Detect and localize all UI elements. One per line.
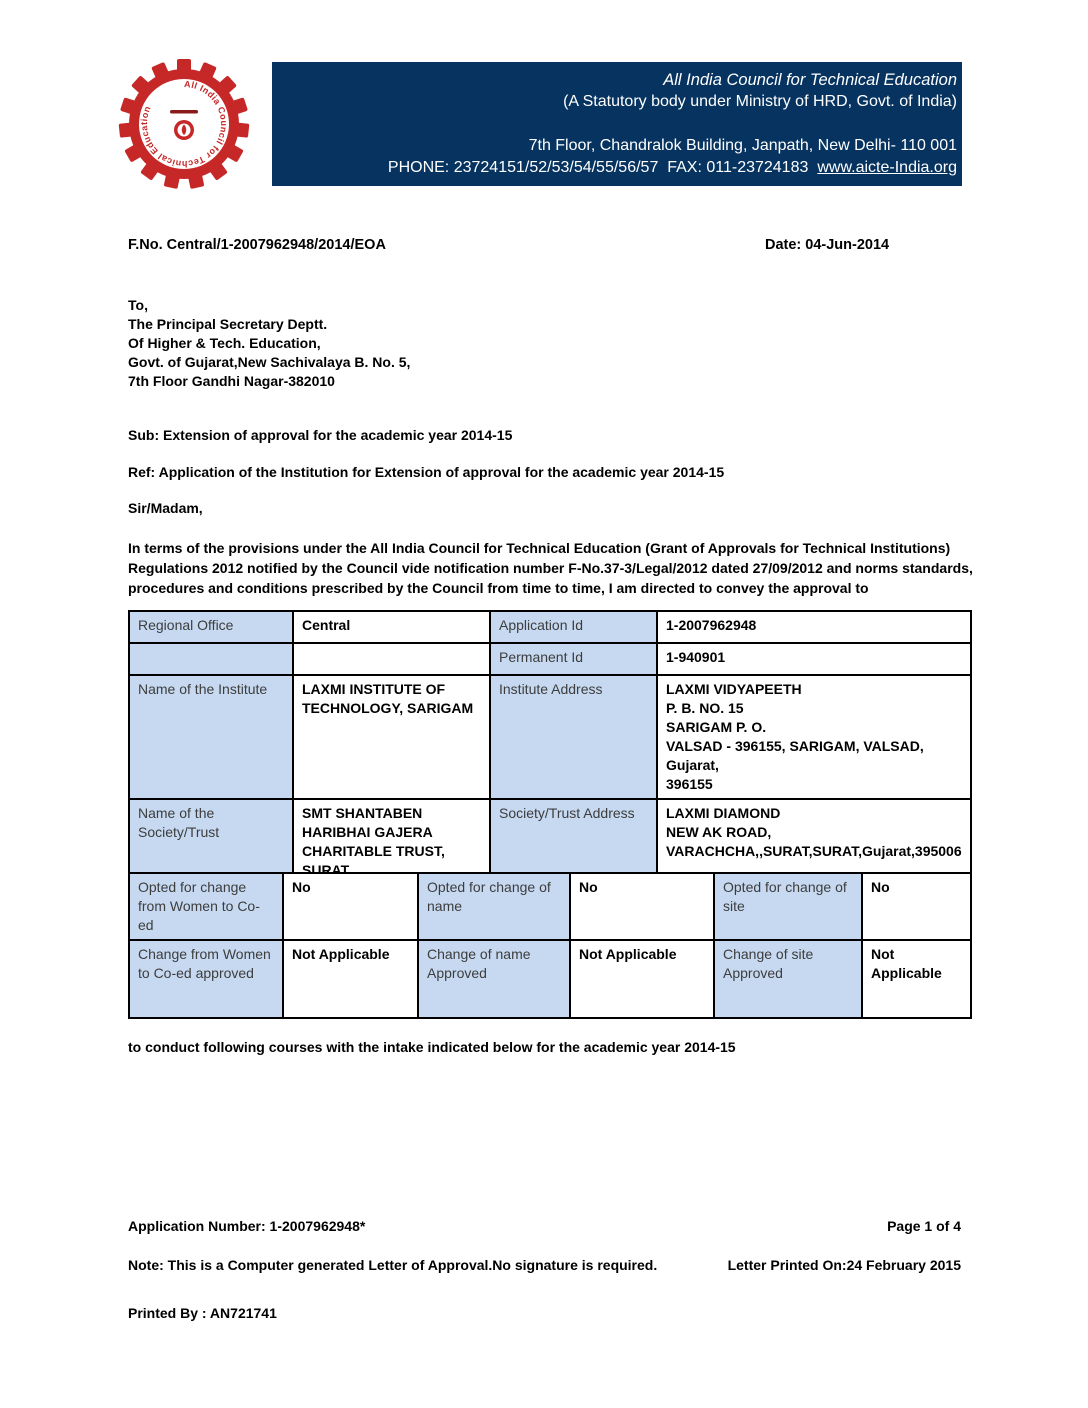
- recipient-line: Of Higher & Tech. Education,: [128, 335, 321, 351]
- page-indicator: Page 1 of 4: [887, 1218, 961, 1234]
- change-name-opted-label: Opted for change of name: [417, 872, 571, 941]
- table-row: Regional Office Central Application Id 1…: [128, 610, 972, 644]
- change-options-table: Opted for change from Women to Co-ed No …: [128, 872, 972, 1019]
- application-id-value: 1-2007962948: [656, 610, 972, 644]
- banner-spacer: [272, 113, 957, 135]
- table-row: Change from Women to Co-ed approved Not …: [128, 939, 972, 1019]
- logo-emblem: [170, 110, 198, 140]
- change-name-approved-value: Not Applicable: [569, 939, 715, 1019]
- org-address: 7th Floor, Chandralok Building, Janpath,…: [528, 137, 957, 154]
- phone-fax-text: PHONE: 23724151/52/53/54/55/56/57 FAX: 0…: [387, 159, 809, 176]
- regional-office-label: Regional Office: [128, 610, 294, 644]
- institute-details-table: Regional Office Central Application Id 1…: [128, 610, 972, 915]
- recipient-address: To, The Principal Secretary Deptt. Of Hi…: [128, 296, 410, 391]
- letter-printed-on: Letter Printed On:24 February 2015: [727, 1257, 961, 1273]
- institute-name-label: Name of the Institute: [128, 674, 294, 800]
- change-site-opted-label: Opted for change of site: [713, 872, 863, 941]
- change-site-approved-label: Change of site Approved: [713, 939, 863, 1019]
- application-id-label: Application Id: [489, 610, 658, 644]
- permanent-id-value: 1-940901: [656, 642, 972, 676]
- institute-name-value: LAXMI INSTITUTE OF TECHNOLOGY, SARIGAM: [292, 674, 491, 800]
- closing-line: to conduct following courses with the in…: [128, 1039, 736, 1055]
- org-name: All India Council for Technical Educatio…: [663, 71, 957, 89]
- application-number: Application Number: 1-2007962948*: [128, 1218, 366, 1234]
- recipient-line: Govt. of Gujarat,New Sachivalaya B. No. …: [128, 354, 411, 370]
- empty-value-cell: [292, 642, 491, 676]
- institute-address-label: Institute Address: [489, 674, 658, 800]
- org-contact-line: PHONE: 23724151/52/53/54/55/56/57 FAX: 0…: [272, 157, 957, 179]
- body-paragraph: In terms of the provisions under the All…: [128, 540, 973, 596]
- institute-address-value: LAXMI VIDYAPEETH P. B. NO. 15 SARIGAM P.…: [656, 674, 972, 800]
- salutation: Sir/Madam,: [128, 500, 203, 516]
- change-site-opted-value: No: [861, 872, 972, 941]
- aicte-logo: All India Council for Technical Educatio…: [116, 56, 252, 192]
- letter-date: Date: 04-Jun-2014: [765, 237, 890, 253]
- change-women-coed-approved-value: Not Applicable: [282, 939, 419, 1019]
- change-women-coed-approved-label: Change from Women to Co-ed approved: [128, 939, 284, 1019]
- table-row: Name of the Institute LAXMI INSTITUTE OF…: [128, 674, 972, 800]
- permanent-id-label: Permanent Id: [489, 642, 658, 676]
- empty-label-cell: [128, 642, 294, 676]
- table-row: Opted for change from Women to Co-ed No …: [128, 872, 972, 941]
- change-name-approved-label: Change of name Approved: [417, 939, 571, 1019]
- subject-line: Sub: Extension of approval for the acade…: [128, 427, 513, 443]
- change-women-coed-opted-label: Opted for change from Women to Co-ed: [128, 872, 284, 941]
- regional-office-value: Central: [292, 610, 491, 644]
- header-banner: All India Council for Technical Educatio…: [272, 62, 962, 186]
- website-link[interactable]: www.aicte-India.org: [817, 159, 957, 176]
- file-number: F.No. Central/1-2007962948/2014/EOA: [128, 237, 386, 253]
- org-subtitle: (A Statutory body under Ministry of HRD,…: [563, 93, 957, 110]
- society-address-label: Society/Trust Address: [489, 798, 658, 886]
- recipient-line: To,: [128, 297, 148, 313]
- recipient-line: 7th Floor Gandhi Nagar-382010: [128, 373, 335, 389]
- table-row: Permanent Id 1-940901: [128, 642, 972, 676]
- printed-by: Printed By : AN721741: [128, 1305, 277, 1321]
- footer-note: Note: This is a Computer generated Lette…: [128, 1257, 658, 1273]
- change-women-coed-opted-value: No: [282, 872, 419, 941]
- reference-line: Ref: Application of the Institution for …: [128, 464, 725, 480]
- society-name-label: Name of the Society/Trust: [128, 798, 294, 886]
- footer-row-note: Note: This is a Computer generated Lette…: [128, 1257, 961, 1273]
- change-name-opted-value: No: [569, 872, 715, 941]
- gear-icon: All India Council for Technical Educatio…: [118, 59, 250, 189]
- change-site-approved-value: Not Applicable: [861, 939, 972, 1019]
- recipient-line: The Principal Secretary Deptt.: [128, 316, 328, 332]
- footer-row-application: Application Number: 1-2007962948* Page 1…: [128, 1218, 961, 1234]
